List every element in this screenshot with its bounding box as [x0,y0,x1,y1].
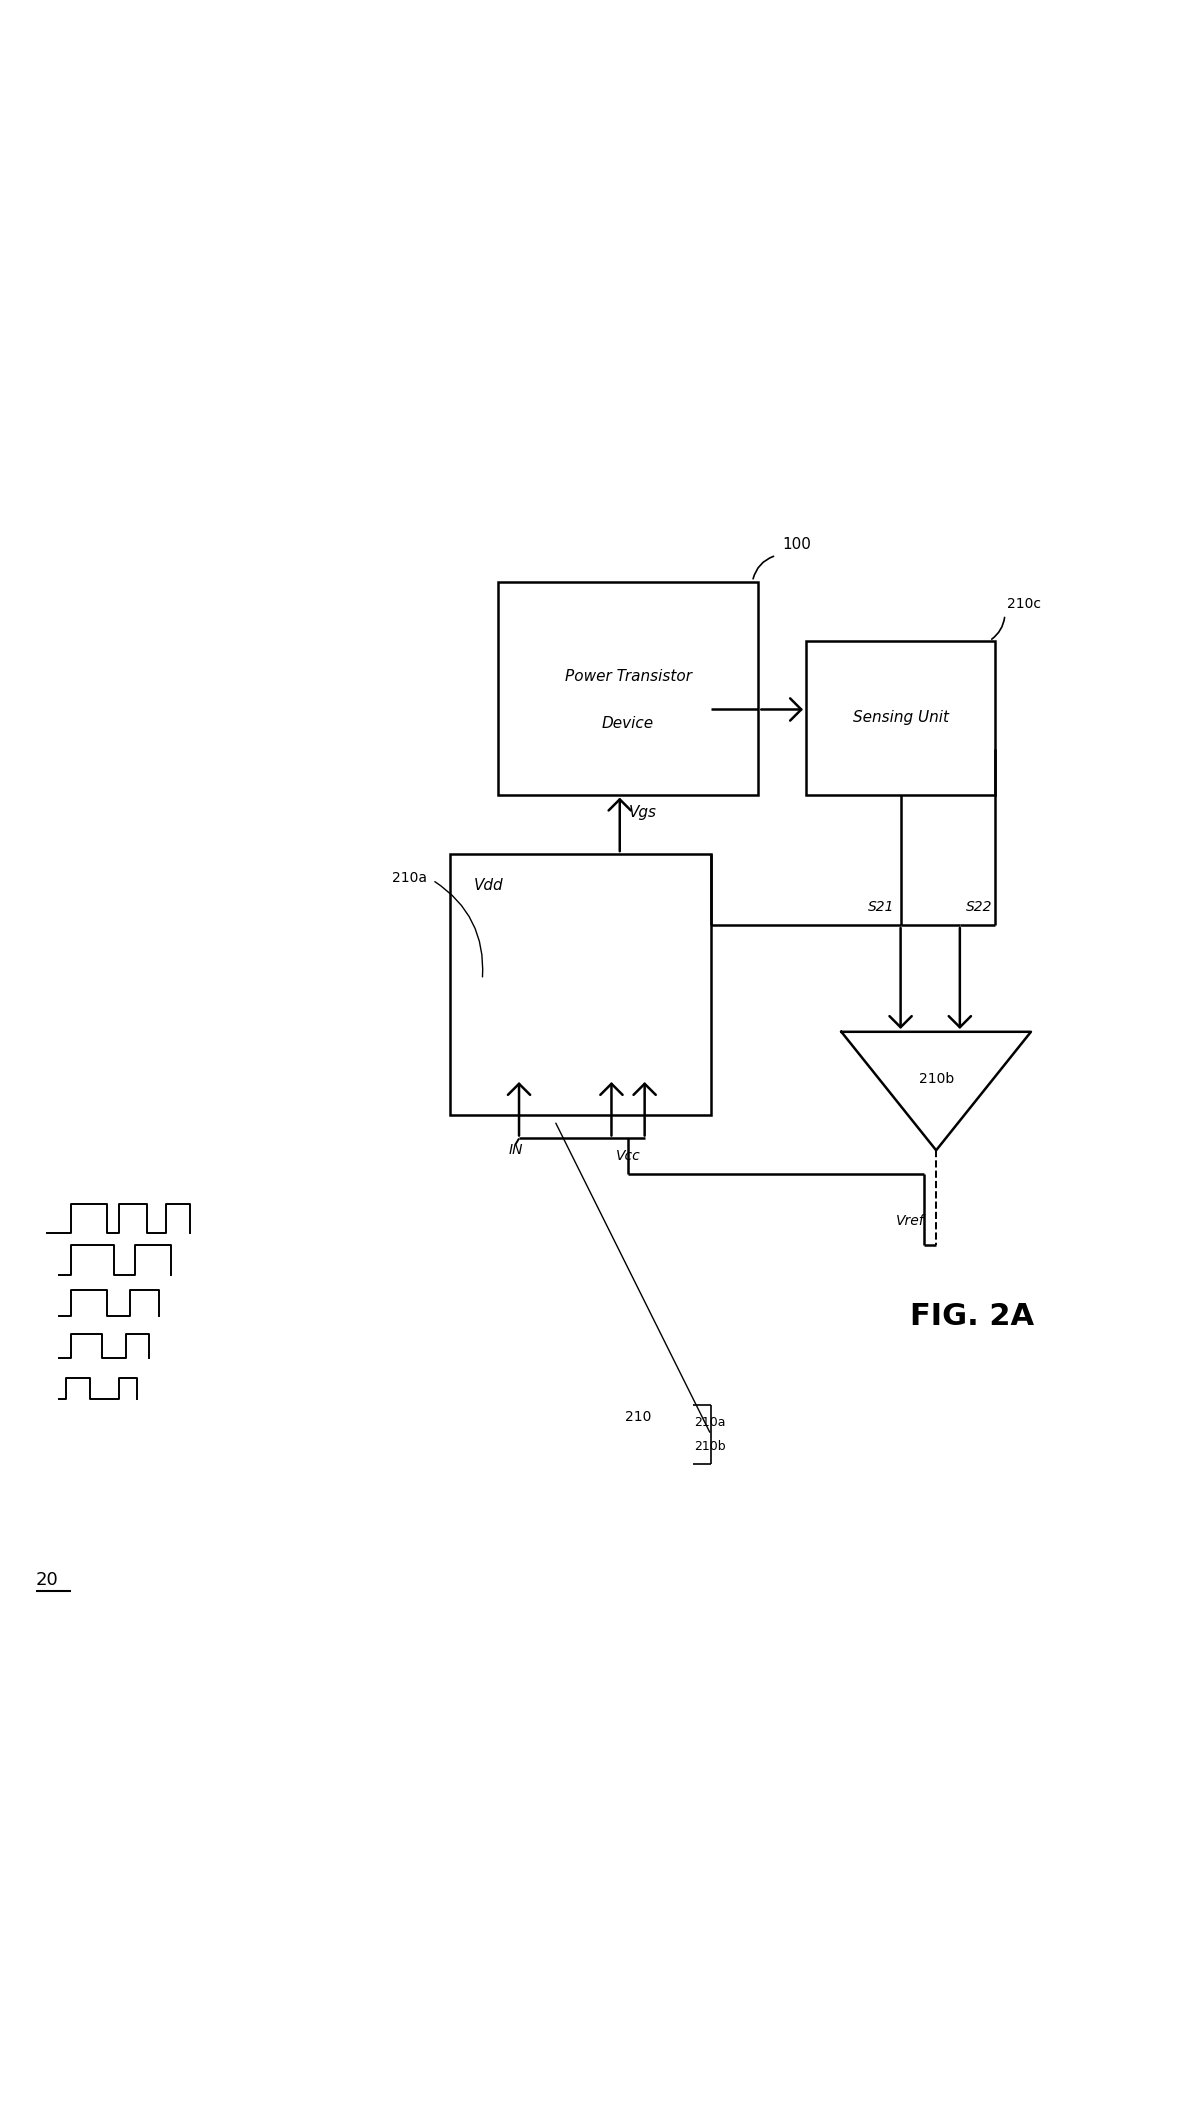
Text: S21: S21 [869,901,895,914]
Text: 20: 20 [36,1571,58,1590]
Bar [806,642,995,796]
Text: FIG. 2A: FIG. 2A [910,1302,1033,1330]
Bar [498,581,758,796]
Text: 210a: 210a [694,1416,726,1429]
Text: Vcc: Vcc [616,1148,640,1163]
Text: 210b: 210b [918,1072,954,1087]
Text: Vdd: Vdd [474,878,504,893]
Bar [486,914,569,1079]
Bar [587,914,670,1079]
Text: Device: Device [602,716,654,730]
Text: Vgs: Vgs [629,804,658,819]
Text: Sensing Unit: Sensing Unit [852,709,949,726]
Text: Vref: Vref [896,1214,924,1229]
Text: IN: IN [508,1144,523,1157]
Text: 100: 100 [782,536,811,551]
Text: 210: 210 [626,1410,652,1425]
Text: 210c: 210c [1007,597,1042,610]
Text: 210b: 210b [694,1440,726,1452]
Text: Power Transistor: Power Transistor [564,669,692,684]
Bar [450,855,711,1115]
Text: 210a: 210a [391,870,427,885]
Text: S22: S22 [966,901,992,914]
